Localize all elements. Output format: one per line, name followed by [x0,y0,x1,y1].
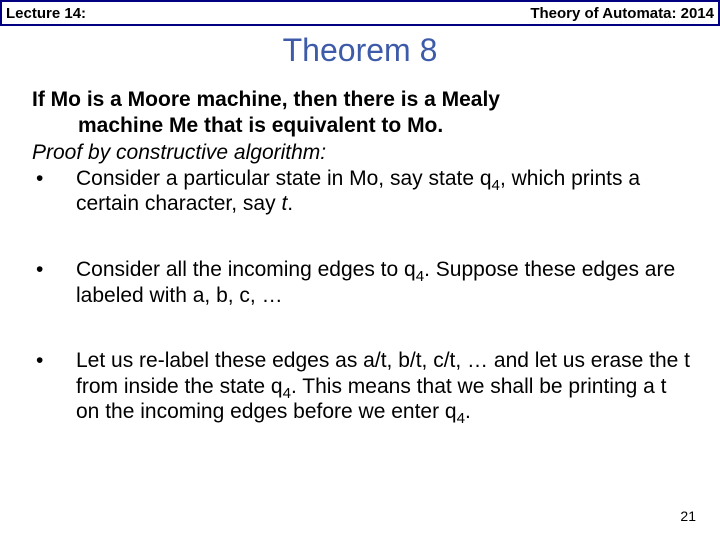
page-number: 21 [680,508,696,524]
bullet-marker: • [32,166,76,217]
slide-content: If Mo is a Moore machine, then there is … [0,87,720,425]
theorem-statement: If Mo is a Moore machine, then there is … [32,87,690,138]
bullet-text: Consider a particular state in Mo, say s… [76,166,690,217]
bullet-item: • Consider a particular state in Mo, say… [32,166,690,217]
bullet-item: • Consider all the incoming edges to q4.… [32,257,690,308]
statement-line1: If Mo is a Moore machine, then there is … [32,88,500,111]
statement-line2: machine Me that is equivalent to Mo. [32,113,690,139]
proof-label: Proof by constructive algorithm: [32,140,690,166]
slide-title: Theorem 8 [0,32,720,69]
header-right-text: Theory of Automata: 2014 [530,5,714,22]
slide: Lecture 14: Theory of Automata: 2014 The… [0,0,720,540]
bullet-text: Consider all the incoming edges to q4. S… [76,257,690,308]
bullet-marker: • [32,257,76,308]
header-left-text: Lecture 14: [6,5,86,22]
header-bar: Lecture 14: Theory of Automata: 2014 [0,0,720,26]
bullet-marker: • [32,348,76,425]
spacer [32,308,690,348]
spacer [32,217,690,257]
bullet-item: • Let us re-label these edges as a/t, b/… [32,348,690,425]
bullet-text: Let us re-label these edges as a/t, b/t,… [76,348,690,425]
